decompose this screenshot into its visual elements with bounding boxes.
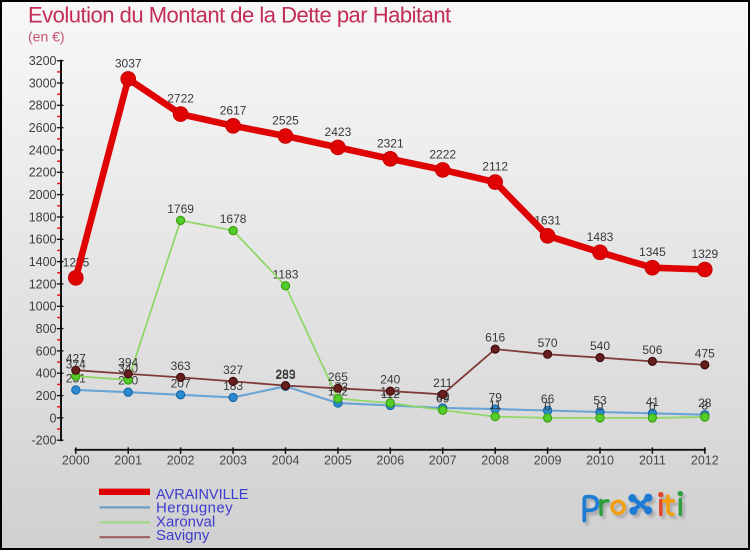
svg-text:2005: 2005 [324, 454, 352, 468]
svg-text:0: 0 [597, 399, 604, 413]
svg-text:283: 283 [275, 368, 295, 382]
svg-text:0: 0 [50, 411, 57, 425]
svg-text:506: 506 [642, 343, 662, 357]
svg-text:1329: 1329 [691, 247, 718, 261]
svg-text:327: 327 [223, 363, 243, 377]
svg-text:0: 0 [649, 399, 656, 413]
svg-text:41: 41 [646, 395, 660, 409]
svg-text:(en €): (en €) [28, 29, 65, 45]
svg-text:475: 475 [695, 346, 715, 360]
svg-text:363: 363 [171, 359, 191, 373]
svg-text:616: 616 [485, 331, 505, 345]
svg-text:11: 11 [489, 398, 502, 412]
svg-text:1631: 1631 [534, 213, 561, 227]
svg-text:1483: 1483 [587, 230, 614, 244]
svg-text:2001: 2001 [114, 454, 142, 468]
svg-text:53: 53 [593, 394, 607, 408]
svg-text:2222: 2222 [429, 147, 456, 161]
svg-text:570: 570 [538, 336, 558, 350]
svg-text:2006: 2006 [376, 454, 404, 468]
svg-text:1678: 1678 [220, 212, 247, 226]
svg-text:2321: 2321 [377, 136, 404, 150]
svg-text:Xaronval: Xaronval [156, 513, 215, 530]
svg-text:2400: 2400 [29, 143, 57, 157]
svg-text:79: 79 [489, 391, 503, 405]
svg-text:289: 289 [275, 367, 295, 381]
svg-text:1600: 1600 [29, 233, 57, 247]
svg-text:2600: 2600 [29, 121, 57, 135]
svg-text:2004: 2004 [272, 454, 300, 468]
svg-text:2008: 2008 [481, 454, 509, 468]
svg-text:2009: 2009 [534, 454, 562, 468]
svg-text:374: 374 [66, 358, 86, 372]
svg-text:2007: 2007 [429, 454, 457, 468]
svg-text:1000: 1000 [29, 300, 57, 314]
svg-text:207: 207 [171, 376, 191, 390]
svg-text:2722: 2722 [167, 92, 194, 106]
svg-text:-200: -200 [31, 434, 56, 448]
svg-text:3200: 3200 [29, 54, 57, 68]
svg-text:200: 200 [36, 389, 57, 403]
svg-text:Savigny: Savigny [156, 527, 210, 544]
svg-text:2003: 2003 [219, 454, 247, 468]
svg-text:2112: 2112 [482, 160, 508, 174]
svg-text:2000: 2000 [29, 188, 57, 202]
svg-text:66: 66 [541, 392, 555, 406]
svg-text:28: 28 [698, 396, 712, 410]
svg-text:540: 540 [590, 339, 610, 353]
svg-text:211: 211 [433, 376, 452, 390]
svg-text:1800: 1800 [29, 210, 57, 224]
svg-text:2000: 2000 [62, 454, 90, 468]
svg-text:1200: 1200 [29, 277, 57, 291]
svg-text:1345: 1345 [639, 245, 666, 259]
svg-text:AVRAINVILLE: AVRAINVILLE [156, 487, 249, 503]
svg-text:3000: 3000 [29, 76, 57, 90]
svg-text:3037: 3037 [115, 56, 142, 70]
svg-text:2011: 2011 [639, 454, 666, 468]
svg-text:1769: 1769 [167, 202, 194, 216]
svg-text:1183: 1183 [273, 267, 299, 281]
svg-text:Evolution du Montant de la Det: Evolution du Montant de la Dette par Hab… [28, 3, 451, 28]
svg-text:0: 0 [544, 399, 551, 413]
svg-text:2002: 2002 [167, 454, 195, 468]
svg-text:400: 400 [36, 367, 57, 381]
svg-text:2200: 2200 [29, 166, 57, 180]
svg-text:2525: 2525 [272, 114, 299, 128]
svg-text:427: 427 [66, 352, 86, 366]
svg-text:2617: 2617 [220, 103, 247, 117]
svg-text:2423: 2423 [325, 125, 352, 139]
svg-text:Hergugney: Hergugney [156, 500, 233, 517]
svg-text:2012: 2012 [691, 454, 719, 468]
svg-text:265: 265 [328, 370, 348, 384]
svg-text:2800: 2800 [29, 99, 57, 113]
svg-text:240: 240 [380, 373, 400, 387]
svg-text:600: 600 [36, 344, 57, 358]
svg-text:8: 8 [701, 399, 708, 413]
svg-text:394: 394 [118, 355, 138, 369]
svg-text:1400: 1400 [29, 255, 57, 269]
svg-text:2010: 2010 [586, 454, 614, 468]
svg-text:800: 800 [36, 322, 57, 336]
